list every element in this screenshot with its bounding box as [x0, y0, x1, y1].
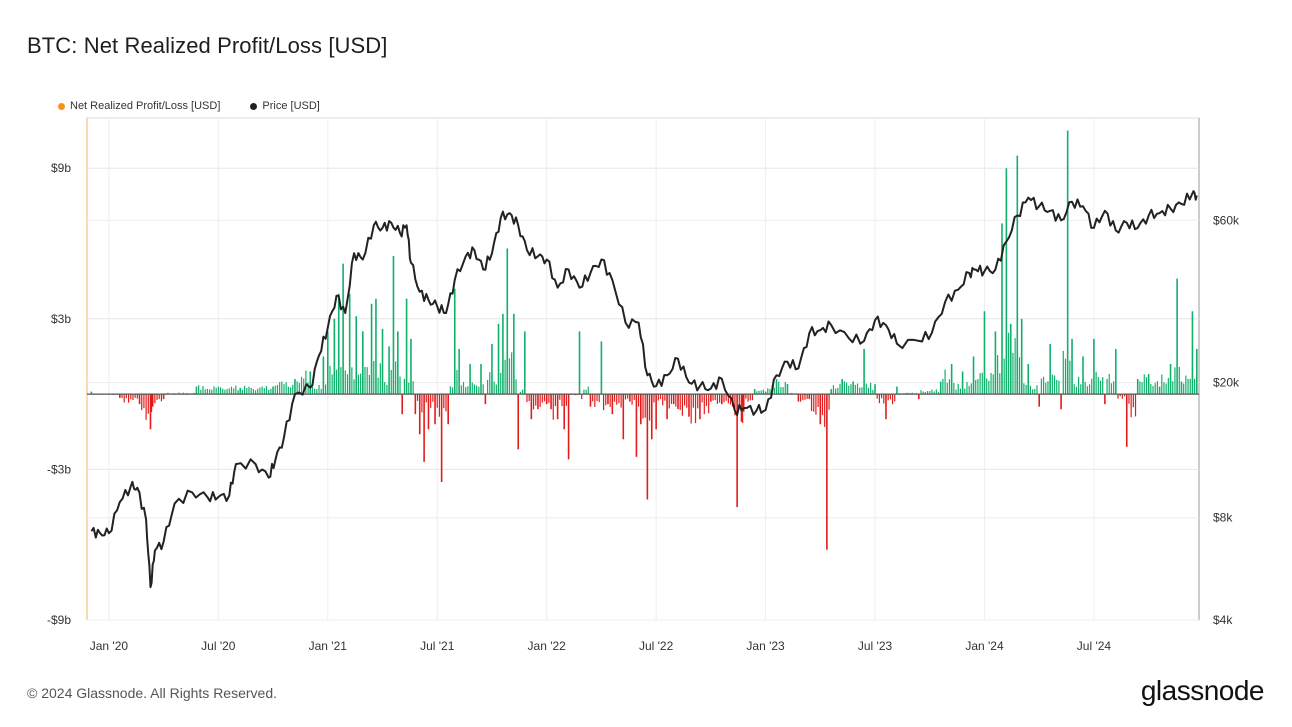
legend-item-price[interactable]: Price [USD]	[250, 100, 320, 112]
nrpl-bars	[90, 130, 1198, 550]
plot-frame	[86, 117, 1200, 621]
price-line	[90, 190, 1198, 589]
axes: $9b $3b -$3b -$9b $60k $20k $8k $4k Jan '20 Jul '…	[47, 161, 1240, 653]
left-tick-label: $9b	[51, 161, 71, 175]
x-tick-label: Jan '20	[90, 639, 129, 653]
grid-lines	[86, 117, 1200, 621]
x-tick-label: Jul '21	[420, 639, 455, 653]
left-tick-label: $3b	[51, 312, 71, 326]
x-tick-label: Jan '24	[965, 639, 1004, 653]
left-tick-label: -$9b	[47, 613, 71, 627]
legend-item-nrpl[interactable]: Net Realized Profit/Loss [USD]	[58, 100, 220, 112]
right-tick-label: $8k	[1213, 511, 1233, 525]
legend-dot-price	[250, 102, 258, 110]
x-tick-label: Jul '20	[201, 639, 236, 653]
x-tick-label: Jul '24	[1077, 639, 1112, 653]
x-tick-label: Jul '23	[858, 639, 893, 653]
x-tick-label: Jan '23	[746, 639, 785, 653]
right-tick-label: $60k	[1213, 213, 1240, 227]
x-tick-label: Jan '21	[309, 639, 348, 653]
x-tick-label: Jul '22	[639, 639, 674, 653]
glassnode-logo[interactable]: glassnode	[1140, 675, 1265, 706]
copyright-footer: © 2024 Glassnode. All Rights Reserved.	[27, 685, 278, 701]
right-tick-label: $4k	[1213, 613, 1233, 627]
legend-label-price: Price [USD]	[262, 100, 320, 112]
chart-legend: Net Realized Profit/Loss [USD] Price [US…	[58, 100, 320, 112]
chart-title: BTC: Net Realized Profit/Loss [USD]	[27, 33, 388, 58]
legend-label-nrpl: Net Realized Profit/Loss [USD]	[70, 100, 221, 112]
left-tick-label: -$3b	[47, 462, 71, 476]
right-tick-label: $20k	[1213, 375, 1240, 389]
legend-dot-nrpl	[58, 102, 65, 110]
x-tick-label: Jan '22	[528, 639, 567, 653]
